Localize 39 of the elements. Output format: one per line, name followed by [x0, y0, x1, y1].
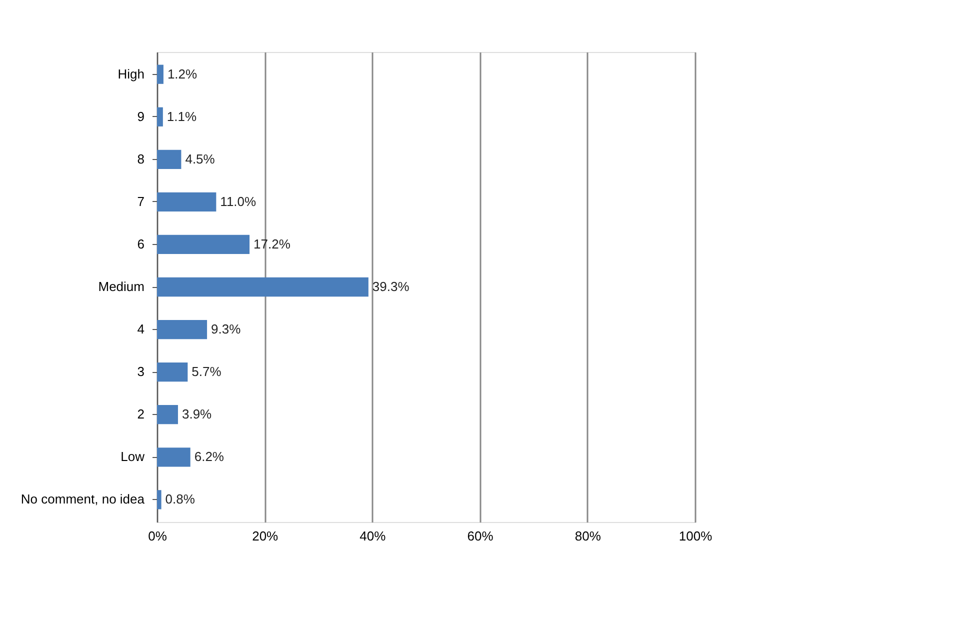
y-tick-label: 2	[137, 406, 144, 422]
data-label: 5.7%	[192, 364, 222, 380]
bar	[157, 448, 190, 467]
data-label: 3.9%	[182, 406, 212, 422]
y-tick-label: 3	[137, 364, 144, 380]
x-tick-label: 20%	[252, 528, 279, 544]
y-tick-label: Medium	[98, 279, 144, 294]
y-tick-label: No comment, no idea	[20, 492, 146, 507]
data-label: 0.8%	[165, 492, 196, 507]
y-tick-label: 6	[137, 236, 144, 252]
x-tick-label: 40%	[360, 528, 386, 544]
bar	[157, 150, 182, 169]
y-tick-label: 7	[137, 194, 144, 209]
data-label: 11.0%	[220, 194, 257, 209]
data-label: 9.3%	[211, 322, 242, 337]
bar	[157, 192, 216, 212]
x-tick-label: 0%	[148, 528, 168, 544]
y-tick-label: 9	[137, 108, 144, 124]
bar	[157, 234, 250, 254]
bar	[157, 64, 164, 84]
bar	[157, 277, 368, 297]
y-tick-label: High	[118, 66, 144, 82]
data-label: 1.2%	[167, 66, 198, 82]
y-tick-label: 8	[137, 151, 144, 166]
x-tick-label: 60%	[467, 528, 494, 544]
bar	[157, 362, 188, 382]
data-label: 39.3%	[372, 279, 410, 294]
x-tick-label: 100%	[678, 528, 713, 544]
bar	[157, 405, 178, 424]
bar	[157, 107, 163, 126]
data-label: 4.5%	[185, 151, 216, 166]
bar	[157, 320, 208, 340]
data-label: 1.1%	[166, 108, 197, 124]
y-tick-label: 4	[137, 322, 144, 337]
data-label: 17.2%	[254, 236, 291, 252]
data-label: 6.2%	[194, 449, 224, 464]
bar	[157, 490, 162, 510]
y-tick-label: Low	[120, 449, 146, 464]
x-tick-label: 80%	[574, 528, 602, 544]
